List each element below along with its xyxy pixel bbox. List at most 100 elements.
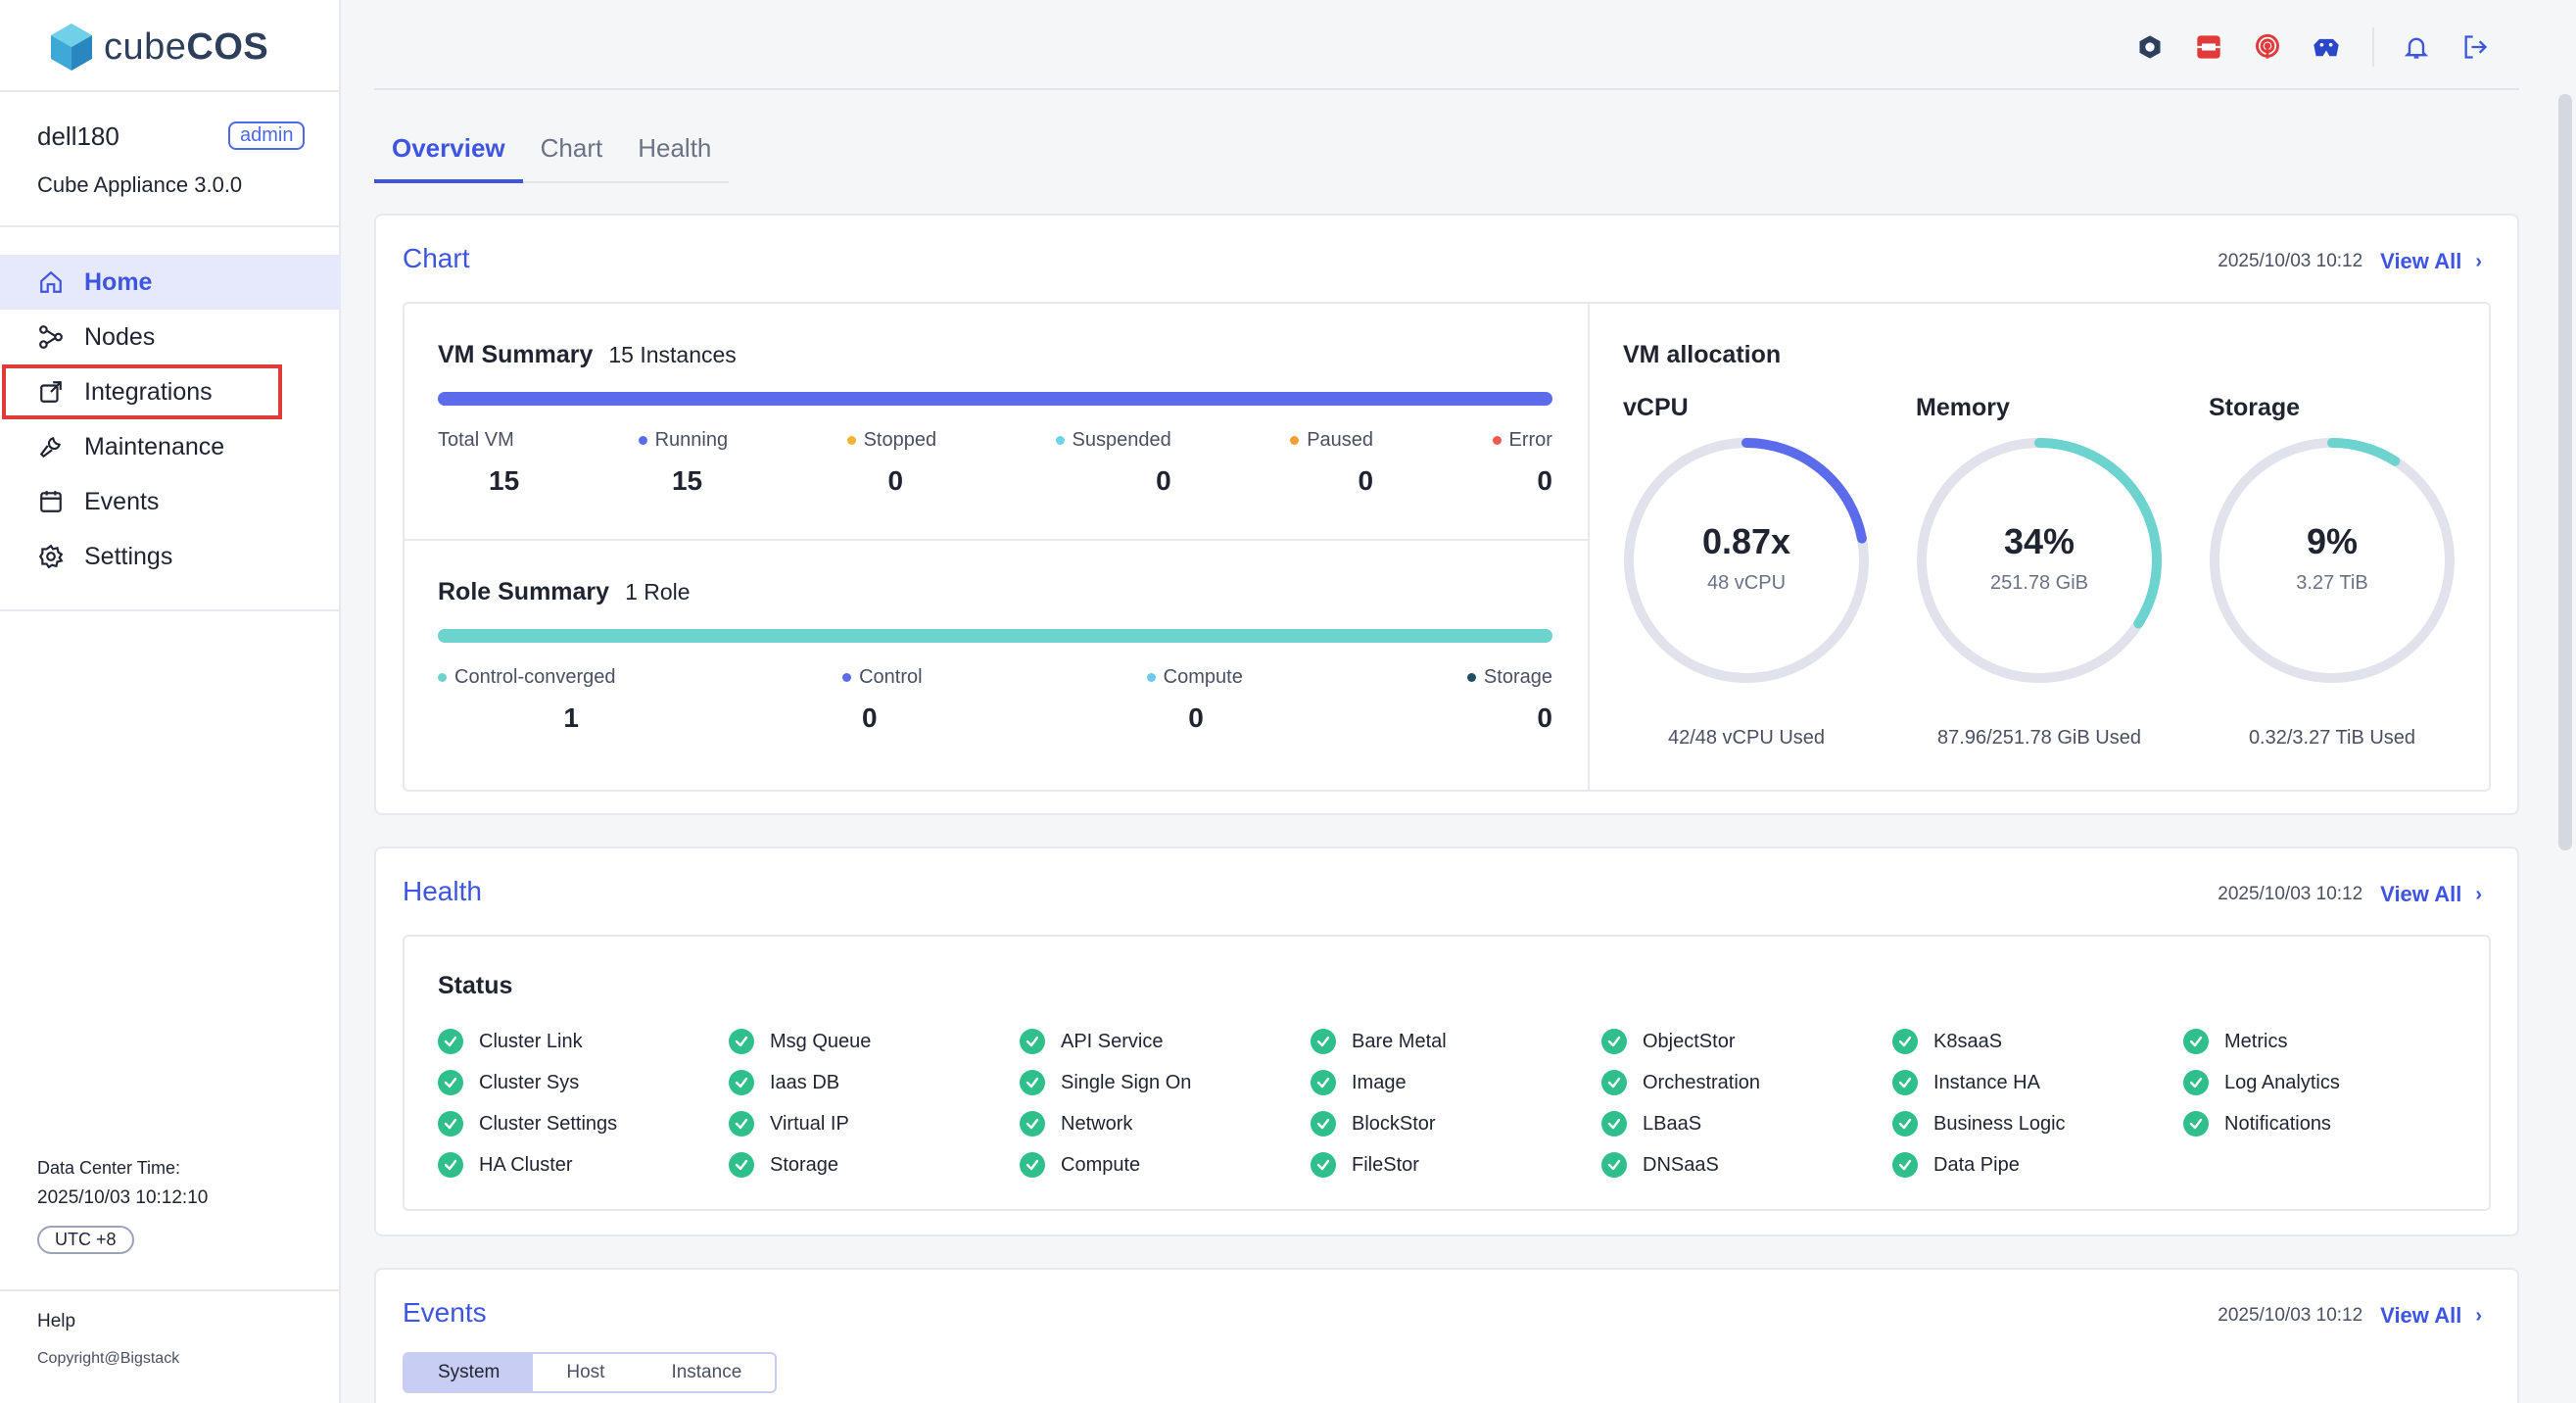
status-item-label: Virtual IP (770, 1112, 849, 1135)
stat-storage: Storage 0 (1466, 666, 1552, 734)
events-card: Events 2025/10/03 10:12 View All › System… (374, 1268, 2519, 1403)
status-item: Image (1311, 1062, 1601, 1103)
status-grid: Cluster Link Cluster Sys Cluster Settings H… (438, 1021, 2474, 1185)
sidebar-nav: Home Nodes Integrations Maintenance Even… (0, 255, 341, 584)
sidebar-item-nodes[interactable]: Nodes (0, 310, 341, 364)
status-item-label: Storage (770, 1153, 839, 1176)
chart-view-all-link[interactable]: View All › (2380, 249, 2482, 273)
sidebar-item-events[interactable]: Events (0, 474, 341, 529)
section-divider (405, 539, 1588, 541)
grafana-icon[interactable] (2251, 30, 2284, 64)
sidebar-item-label: Integrations (84, 377, 213, 406)
vm-summary-bar (438, 392, 1552, 406)
stat-control: Control 0 (842, 666, 923, 734)
tab-overview[interactable]: Overview (374, 127, 523, 183)
gauge-memory: Memory 34% 251.78 GiB 87.96/251.78 GiB U… (1916, 394, 2171, 766)
role-badge: admin (228, 121, 306, 150)
role-summary-title: Role Summary 1 Role (438, 578, 691, 605)
status-item: Virtual IP (729, 1103, 1020, 1144)
check-circle-icon (1601, 1029, 1627, 1054)
gauge-used: 87.96/251.78 GiB Used (1937, 727, 2141, 749)
gauge-total: 251.78 GiB (1989, 572, 2089, 594)
page-scrollbar[interactable] (2558, 94, 2572, 850)
appliance-version: Cube Appliance 3.0.0 (37, 172, 243, 197)
gauge-storage: Storage 9% 3.27 TiB 0.32/3.27 TiB Used (2209, 394, 2463, 766)
health-card-title: Health (403, 876, 482, 906)
sidebar-item-integrations[interactable]: Integrations (2, 364, 282, 419)
status-item-label: LBaaS (1643, 1112, 1702, 1135)
status-item: ObjectStor (1601, 1021, 1892, 1062)
cube-logo-icon (51, 24, 92, 71)
nodes-icon (37, 323, 65, 351)
logout-icon[interactable] (2458, 30, 2492, 64)
gauge-value: 34% (2003, 521, 2075, 561)
bell-icon[interactable] (2400, 30, 2433, 64)
sidebar-divider (0, 90, 341, 92)
events-view-all-link[interactable]: View All › (2380, 1303, 2482, 1328)
tab-health[interactable]: Health (638, 133, 712, 163)
status-item-label: Cluster Sys (479, 1071, 580, 1093)
status-panel: Status Cluster Link Cluster Sys Cluster Se… (403, 935, 2491, 1211)
status-item-label: Compute (1061, 1153, 1141, 1176)
status-item: Notifications (2183, 1103, 2474, 1144)
status-item: Cluster Link (438, 1021, 729, 1062)
stat-error: Error 0 (1492, 429, 1552, 497)
cubecos-logo[interactable]: cubeCOS (49, 20, 268, 74)
status-item-label: BlockStor (1352, 1112, 1436, 1135)
openstack-icon[interactable] (2133, 30, 2167, 64)
segment-host[interactable]: Host (566, 1362, 605, 1382)
status-item: Compute (1020, 1144, 1311, 1185)
kubernetes-icon[interactable] (2310, 30, 2343, 64)
status-item: Instance HA (1892, 1062, 2183, 1103)
help-link[interactable]: Help (37, 1311, 76, 1331)
check-circle-icon (2183, 1070, 2209, 1095)
chart-card: Chart 2025/10/03 10:12 View All › VM Summ… (374, 214, 2519, 815)
sidebar-item-label: Nodes (84, 322, 156, 351)
calendar-icon (37, 488, 65, 515)
segment-instance[interactable]: Instance (671, 1362, 742, 1382)
wrench-icon (37, 433, 65, 460)
gauge-arc (1624, 438, 1869, 683)
status-item-label: Metrics (2224, 1030, 2288, 1052)
chevron-right-icon: › (2475, 883, 2482, 905)
status-item-label: FileStor (1352, 1153, 1419, 1176)
check-circle-icon (1601, 1152, 1627, 1178)
check-circle-icon (1311, 1070, 1336, 1095)
check-circle-icon (1892, 1070, 1918, 1095)
sidebar-item-label: Settings (84, 542, 173, 570)
gauge-value: 9% (2306, 521, 2359, 561)
copyright: Copyright@Bigstack (37, 1350, 180, 1367)
status-item-label: Network (1061, 1112, 1133, 1135)
check-circle-icon (1020, 1070, 1045, 1095)
host-name: dell180 (37, 121, 119, 151)
check-circle-icon (1311, 1111, 1336, 1137)
page-tabs: Overview Chart Health (374, 127, 730, 183)
gauge-ring (2210, 438, 2455, 683)
datacenter-time-label: Data Center Time: (37, 1158, 181, 1178)
gauge-title: Storage (2209, 394, 2301, 421)
health-view-all-link[interactable]: View All › (2380, 882, 2482, 906)
vm-summary-count: 15 Instances (608, 342, 737, 367)
sidebar-item-settings[interactable]: Settings (0, 529, 341, 584)
sidebar-item-label: Home (84, 267, 153, 296)
tab-chart[interactable]: Chart (540, 133, 603, 163)
gear-icon (37, 543, 65, 570)
gauge-title: Memory (1916, 394, 2010, 421)
gauge-center: 0.87x 48 vCPU (1623, 521, 1870, 595)
gauge-center: 9% 3.27 TiB (2209, 521, 2456, 595)
status-item: Orchestration (1601, 1062, 1892, 1103)
role-summary-bar (438, 629, 1552, 643)
check-circle-icon (1020, 1029, 1045, 1054)
status-item: API Service (1020, 1021, 1311, 1062)
vm-summary-stats: Total VM 15 Running 15 Stopped 0 Suspended 0… (438, 429, 1552, 497)
role-summary-stats: Control-converged 1 Control 0 Compute 0 Sto… (438, 666, 1552, 734)
segment-system[interactable]: System (405, 1354, 534, 1391)
status-item: Business Logic (1892, 1103, 2183, 1144)
status-item-label: Data Pipe (1933, 1153, 2020, 1176)
ceph-icon[interactable] (2192, 30, 2225, 64)
status-item-label: API Service (1061, 1030, 1164, 1052)
top-icons (2108, 27, 2492, 67)
sidebar-item-maintenance[interactable]: Maintenance (0, 419, 341, 474)
sidebar-item-home[interactable]: Home (0, 255, 341, 310)
status-item: Storage (729, 1144, 1020, 1185)
